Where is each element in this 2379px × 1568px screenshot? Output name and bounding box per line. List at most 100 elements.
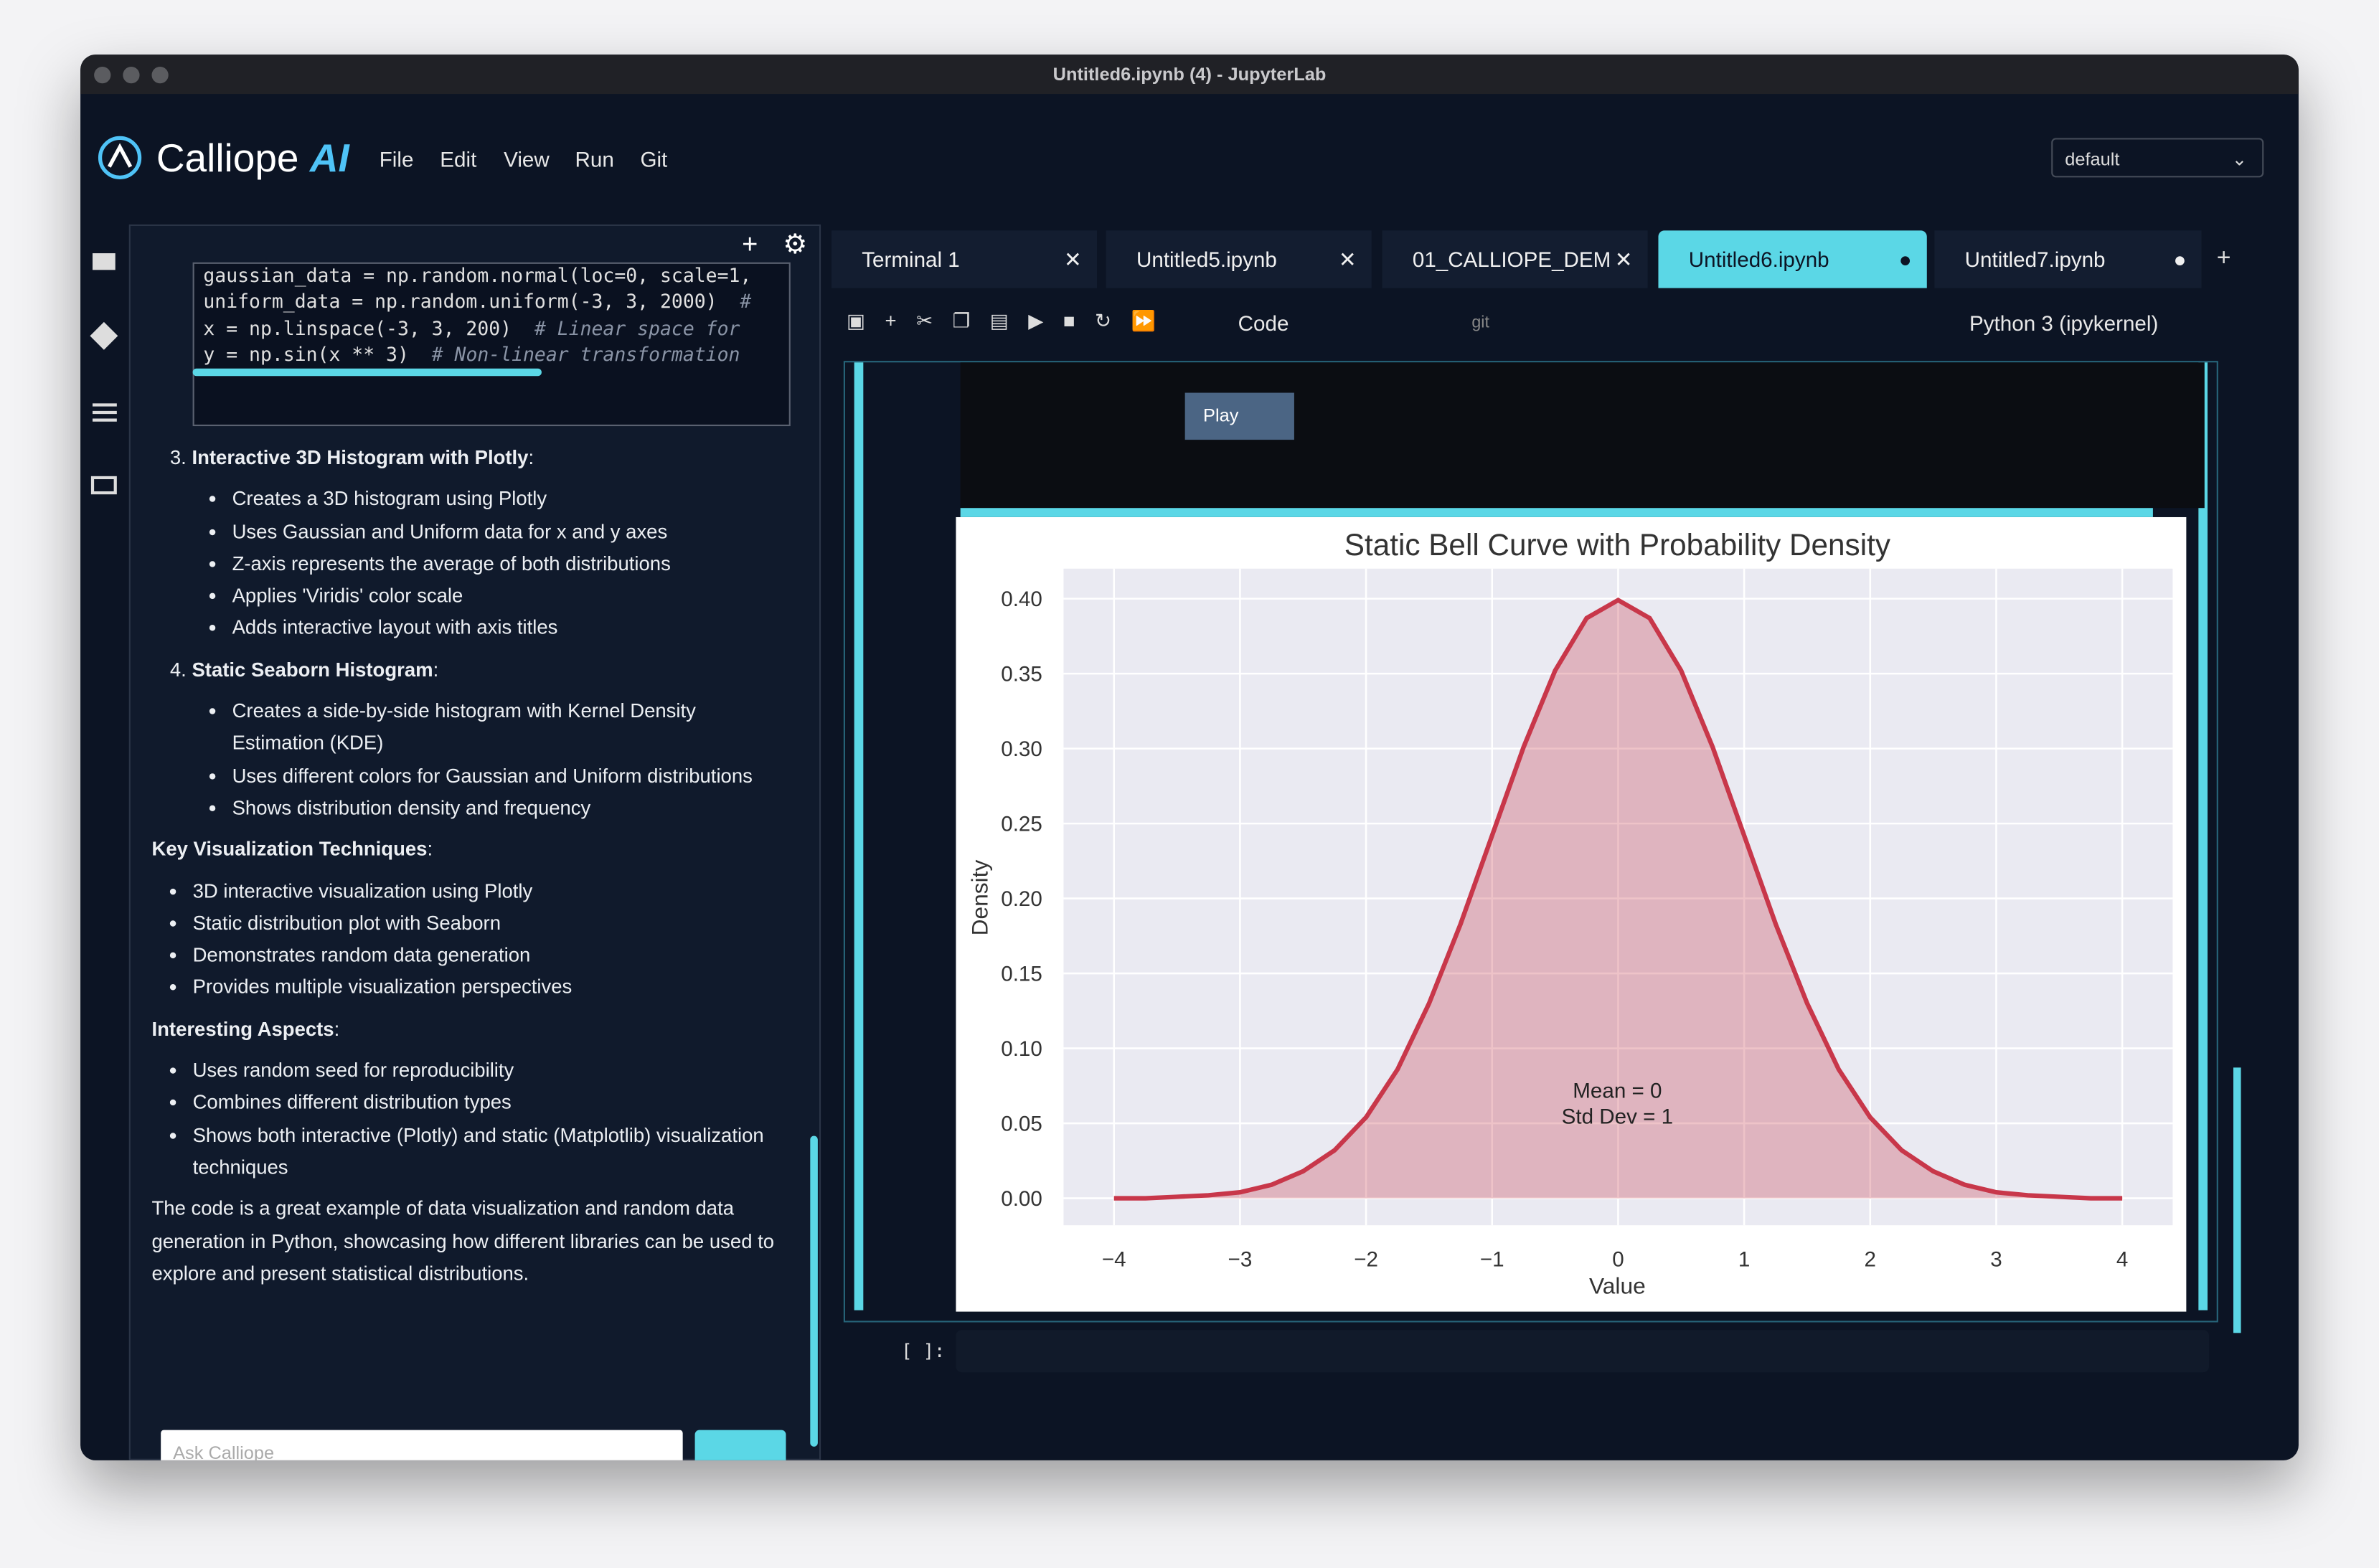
code-comment: # [740,290,752,313]
chat-panel: + ⚙ gaussian_data = np.random.normal(loc… [128,224,821,1460]
tab[interactable]: Untitled6.ipynb ● [1658,230,1927,288]
tab-label: Untitled7.ipynb [1964,247,2106,272]
menu-item[interactable]: File [379,147,414,171]
git-button[interactable]: git [1471,313,1489,332]
menu-item[interactable]: Edit [440,147,477,171]
output-cell: Play [843,361,2218,1323]
code-text: x = np.linspace(-3, 3, 200) [203,316,534,339]
code-line: gaussian_data = np.random.normal(loc=0, … [194,264,789,291]
x-tick-label: −2 [1354,1247,1378,1271]
heading-title: Key Visualization Techniques [151,837,428,861]
code-block: gaussian_data = np.random.normal(loc=0, … [192,262,791,427]
theme-select[interactable]: default ⌄ [2051,138,2264,178]
markdown: 3. Interactive 3D Histogram with Plotly:… [151,441,788,1298]
kernel-name: Python 3 (ipykernel) [1969,311,2159,336]
scrollbar [960,508,2153,517]
bullet: Shows both interactive (Plotly) and stat… [193,1118,789,1183]
menu-item[interactable]: View [504,147,550,171]
add-button[interactable]: + [742,229,758,260]
section-body: Creates a side-by-side histogram with Ke… [170,694,789,823]
new-tab[interactable]: + [2216,245,2231,272]
brand-suffix: AI [309,135,349,181]
x-tick-label: −3 [1228,1247,1253,1271]
chart: 0.00 0.05 0.10 0.15 0.20 0.25 0.30 0.35 0.40 −4 −3… [956,516,2187,1312]
chart-title: Static Bell Curve with Probability Densi… [1344,528,1891,562]
tab[interactable]: 01_CALLIOPE_DEM ✕ [1382,230,1648,288]
send-button[interactable] [694,1430,786,1460]
tab[interactable]: Untitled5.ipynb ✕ [1106,230,1372,288]
bullet: Demonstrates random data generation [193,939,789,971]
settings-button[interactable]: ⚙ [783,229,808,260]
minimize-button[interactable] [123,67,140,84]
plot-area: Play [960,362,2205,509]
bullet: Combines different distribution types [193,1086,789,1118]
code-text: gaussian_data = np.random.normal(loc=0, … [203,263,752,287]
bullet: Applies 'Viridis' color scale [232,580,789,612]
play-button[interactable]: Play [1184,392,1294,440]
tab[interactable]: Terminal 1 ✕ [831,230,1098,288]
tab[interactable]: Untitled7.ipynb ● [1934,230,2202,288]
scrollbar [810,1135,818,1447]
bullet-list: Creates a 3D histogram using PlotlyUses … [191,483,788,644]
y-tick-label: 0.35 [1001,663,1042,686]
annotation: Mean = 0 [1573,1080,1662,1103]
shape [98,136,142,179]
section-number: 4. [169,658,187,681]
menu-item[interactable]: Run [575,147,614,171]
bullet: Shows distribution density and frequency [232,791,789,823]
bullet-list: Creates a side-by-side histogram with Ke… [191,694,788,823]
side-icons [90,253,118,495]
bullet: Adds interactive layout with axis titles [232,612,789,644]
tab-label: Untitled6.ipynb [1688,247,1829,272]
scrollbar [2233,1067,2241,1333]
numbered-section: 4. Static Seaborn Histogram: Creates a si… [151,653,788,824]
bullet: 3D interactive visualization using Plotl… [193,874,789,907]
cell-type[interactable]: Code [1238,311,1289,336]
code-line: uniform_data = np.random.uniform(-3, 3, … [194,290,789,316]
bullet-list: Uses random seed for reproducibilityComb… [151,1054,788,1183]
cell-bar [854,362,864,1310]
close-button[interactable] [94,67,111,84]
shape [90,321,118,350]
x-tick-label: −4 [1102,1247,1126,1271]
toolbar-icons[interactable]: ▣+✂❐▤▶■↻⏩ [847,309,1176,332]
brand: Calliope AI [156,135,349,182]
bullet: Z-axis represents the average of both di… [232,547,789,580]
cell-bar [2198,362,2208,1310]
tab-close: ✕ [1614,247,1633,272]
chevron: ⌄ [2231,148,2248,170]
input-cell[interactable] [956,1330,2210,1373]
shape [107,143,133,168]
section-number: 3. [169,445,187,469]
section-heading: 3. Interactive 3D Histogram with Plotly: [169,445,534,469]
y-axis-label: Density [967,860,993,936]
chat-input[interactable]: Ask Calliope [161,1430,683,1460]
line [1113,598,2123,1201]
section-heading: 4. Static Seaborn Histogram: [169,658,439,681]
tab-close: ● [2173,247,2187,272]
y-tick-label: 0.15 [1001,963,1042,986]
heading-title: Interesting Aspects [151,1017,334,1040]
code-comment: # Non-linear transformation [431,342,740,366]
x-tick-label: 1 [1738,1247,1750,1271]
y-tick-label: 0.05 [1001,1113,1042,1136]
code-text: y = np.sin(x ** 3) [203,342,432,366]
y-tick-label: 0.00 [1001,1187,1042,1211]
shape [93,253,116,270]
tab-close: ● [1898,247,1912,272]
y-tick-label: 0.20 [1001,887,1042,911]
y-tick-label: 0.30 [1001,737,1042,761]
menu-item[interactable]: Git [640,147,668,171]
bullet: Static distribution plot with Seaborn [193,907,789,939]
tab-label: Terminal 1 [862,247,960,272]
cell-prompt: [ ]: [901,1340,946,1362]
section-body: Creates a 3D histogram using PlotlyUses … [170,483,789,644]
x-tick-label: 2 [1865,1247,1876,1271]
tab-close: ✕ [1064,247,1082,272]
bullet: Uses random seed for reproducibility [193,1054,789,1086]
zoom-button[interactable] [151,67,169,84]
shape [93,403,117,422]
x-tick-label: 4 [2116,1247,2128,1271]
